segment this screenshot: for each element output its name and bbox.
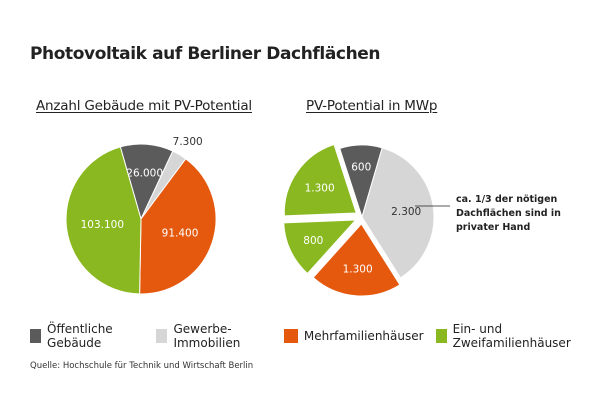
legend-item-gewerbe: Gewerbe-Immobilien [156, 322, 271, 350]
chart-title: Photovoltaik auf Berliner Dachflächen [30, 44, 381, 64]
legend-label: Öffentliche Gebäude [47, 322, 113, 350]
legend-label: Mehrfamilienhäuser [303, 329, 424, 343]
legend-label: Ein- und Zweifamilienhäuser [452, 322, 571, 350]
legend: Öffentliche Gebäude Gewerbe-Immobilien M… [30, 322, 600, 350]
pie1-slice-label-4: 1.300 [305, 182, 335, 194]
annotation-line-0: ca. 1/3 der nötigen [456, 194, 558, 205]
pie0-slice-label-0: 26.000 [126, 168, 163, 180]
pie1-slice-label-2: 1.300 [343, 263, 373, 275]
legend-label: Gewerbe-Immobilien [173, 322, 241, 350]
pie1-slice-3 [283, 219, 357, 275]
pie1-slice-1 [361, 147, 435, 279]
pie0-slice-label-3: 103.100 [81, 219, 124, 231]
legend-swatch [283, 329, 298, 343]
legend-swatch [435, 329, 447, 343]
legend-item-mehrfamilien: Mehrfamilienhäuser [283, 329, 424, 343]
legend-swatch [156, 329, 168, 343]
pie1-slice-label-0: 600 [351, 162, 371, 174]
pie1-slice-label-1: 2.300 [391, 206, 421, 218]
pie1-slice-2 [312, 223, 401, 297]
pie1-slice-label-3: 800 [303, 235, 323, 247]
pie0-slice-label-2: 91.400 [162, 227, 199, 239]
right-chart-subtitle: PV-Potential in MWp [306, 98, 438, 114]
annotation-line-1: Dachflächen sind in [456, 208, 561, 219]
pie0-slice-3 [65, 146, 142, 295]
pie0-slice-2 [139, 158, 217, 295]
legend-item-oeffentlich: Öffentliche Gebäude [30, 322, 144, 350]
source-note: Quelle: Hochschule für Technik und Wirts… [30, 361, 254, 371]
pie0-slice-label-1: 7.300 [173, 136, 203, 148]
annotation-line-2: privater Hand [456, 222, 530, 233]
left-chart-subtitle: Anzahl Gebäude mit PV-Potential [36, 98, 252, 114]
legend-swatch [30, 329, 42, 343]
pie1-slice-4 [283, 143, 357, 217]
legend-item-einzwei: Ein- und Zweifamilienhäuser [435, 322, 588, 350]
